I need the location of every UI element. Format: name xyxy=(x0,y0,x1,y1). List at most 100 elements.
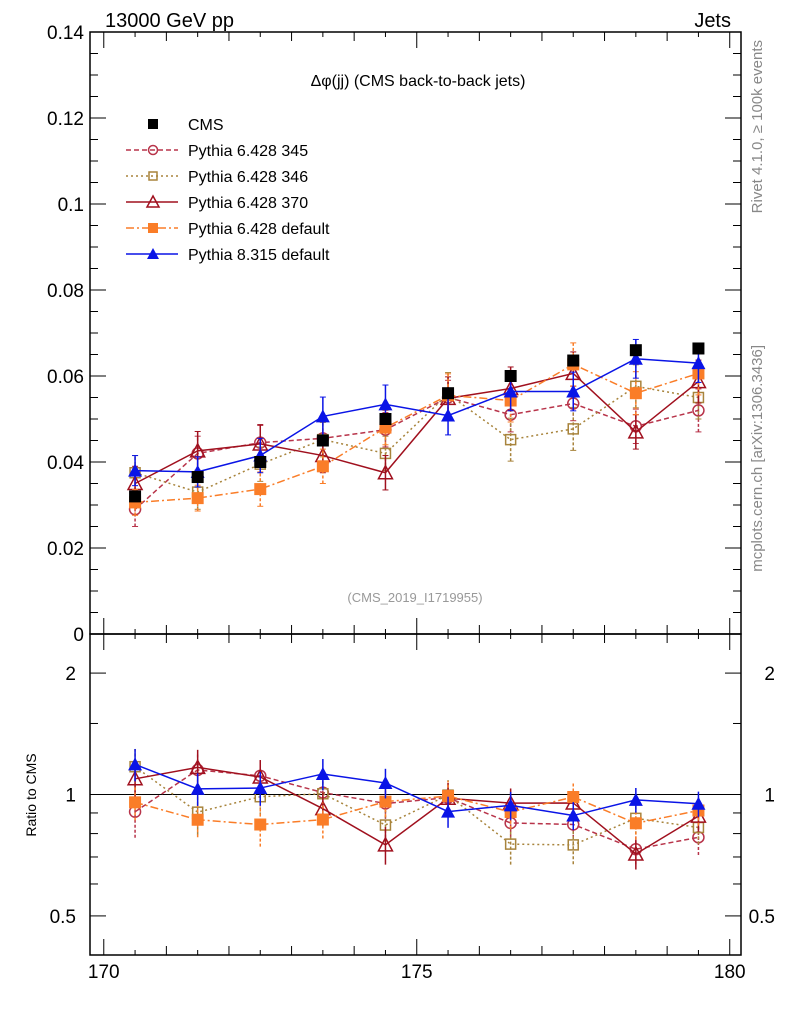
data-point xyxy=(567,423,579,435)
data-point xyxy=(691,796,706,810)
data-point xyxy=(628,792,643,806)
legend-item: Pythia 6.428 default xyxy=(126,221,330,238)
energy-label: 13000 GeV pp xyxy=(105,10,234,32)
ratio-series-line xyxy=(134,769,699,850)
x-tick-label: 175 xyxy=(401,962,433,983)
ratio-tick-label-right: 2 xyxy=(764,664,775,685)
data-point xyxy=(191,471,204,484)
legend-label: Pythia 8.315 default xyxy=(188,247,330,264)
data-point xyxy=(629,344,642,357)
data-point xyxy=(503,798,518,812)
data-point xyxy=(504,370,517,382)
data-point xyxy=(129,796,142,809)
process-label: Jets xyxy=(694,10,731,32)
data-point xyxy=(145,194,161,208)
y-tick-label: 0.14 xyxy=(47,23,84,44)
data-point xyxy=(191,492,204,505)
ratio-frame xyxy=(89,633,742,956)
data-point xyxy=(441,804,456,818)
y-tick-label: 0.06 xyxy=(47,367,84,388)
legend-item: Pythia 6.428 345 xyxy=(126,143,308,160)
legend-item: CMS xyxy=(148,117,224,134)
rivet-label: Rivet 4.1.0, ≥ 100k events xyxy=(749,40,766,213)
data-point xyxy=(441,408,456,422)
y-tick-label: 0.02 xyxy=(47,539,84,560)
legend-item: Pythia 6.428 346 xyxy=(126,169,308,186)
series-cms xyxy=(129,342,705,503)
series-line xyxy=(135,358,699,473)
data-point xyxy=(315,409,330,423)
data-point xyxy=(567,790,580,803)
data-point xyxy=(377,464,394,480)
data-point xyxy=(128,757,143,771)
data-point xyxy=(316,434,329,447)
data-point xyxy=(254,483,267,496)
data-point xyxy=(627,845,645,861)
data-point xyxy=(567,354,580,367)
data-point xyxy=(253,781,268,795)
legend-label: CMS xyxy=(188,117,224,134)
data-point xyxy=(379,413,392,425)
legend-item: Pythia 6.428 370 xyxy=(126,194,308,212)
ratio-series-pythia-6-428-346 xyxy=(129,748,705,865)
ratio-ylabel: Ratio to CMS xyxy=(23,753,39,836)
data-point xyxy=(191,813,204,826)
y-tick-label: 0.12 xyxy=(47,109,84,130)
legend-label: Pythia 6.428 default xyxy=(188,221,330,238)
ratio-tick-label: 1 xyxy=(65,786,76,807)
y-tick-label: 0.1 xyxy=(58,195,84,216)
series-line xyxy=(134,396,699,510)
mcplots-label: mcplots.cern.ch [arXiv:1306.3436] xyxy=(749,345,766,572)
data-point xyxy=(128,463,143,477)
ratio-series-line xyxy=(134,766,699,855)
x-tick-label: 170 xyxy=(88,962,120,983)
series-pythia-6-428-345 xyxy=(128,379,705,527)
data-point xyxy=(190,781,205,795)
data-point xyxy=(629,387,642,400)
data-point xyxy=(691,356,706,370)
ratio-series-pythia-6-428-default xyxy=(129,780,705,847)
data-point xyxy=(379,795,392,808)
y-tick-label: 0.08 xyxy=(47,281,84,302)
data-point xyxy=(147,144,159,156)
ratio-tick-label: 2 xyxy=(65,664,76,685)
legend-item: Pythia 8.315 default xyxy=(126,247,330,264)
data-point xyxy=(254,818,267,831)
x-tick-label: 180 xyxy=(714,962,746,983)
data-point xyxy=(316,813,329,826)
series-pythia-8-315-default xyxy=(128,338,706,488)
data-point xyxy=(147,248,159,259)
data-point xyxy=(566,808,581,822)
data-point xyxy=(627,423,645,439)
series-pythia-6-428-370 xyxy=(126,351,707,502)
y-tick-label: 0.04 xyxy=(47,453,84,474)
ratio-tick-label-right: 1 xyxy=(764,786,775,807)
data-point xyxy=(566,384,581,398)
data-point xyxy=(442,387,455,400)
data-point xyxy=(316,460,329,473)
chart-title: Δφ(jj) (CMS back-to-back jets) xyxy=(311,73,526,90)
data-point xyxy=(378,397,393,411)
legend-label: Pythia 6.428 370 xyxy=(188,195,308,212)
data-point xyxy=(254,456,267,468)
y-tick-label: 0 xyxy=(73,625,84,646)
legend-label: Pythia 6.428 345 xyxy=(188,143,308,160)
data-point xyxy=(503,384,518,398)
analysis-id: (CMS_2019_I1719955) xyxy=(347,590,482,605)
data-point xyxy=(129,490,142,503)
data-point xyxy=(504,838,517,850)
ratio-tick-label: 0.5 xyxy=(50,907,76,928)
ratio-series-line xyxy=(134,795,699,826)
ratio-series-line xyxy=(134,763,699,817)
legend-label: Pythia 6.428 346 xyxy=(188,169,308,186)
data-point xyxy=(148,223,158,233)
data-point xyxy=(567,839,579,851)
data-point xyxy=(628,351,643,365)
data-point xyxy=(442,790,455,803)
series-line xyxy=(134,385,699,493)
data-point xyxy=(126,770,144,786)
data-point xyxy=(148,119,158,129)
data-point xyxy=(378,775,393,789)
